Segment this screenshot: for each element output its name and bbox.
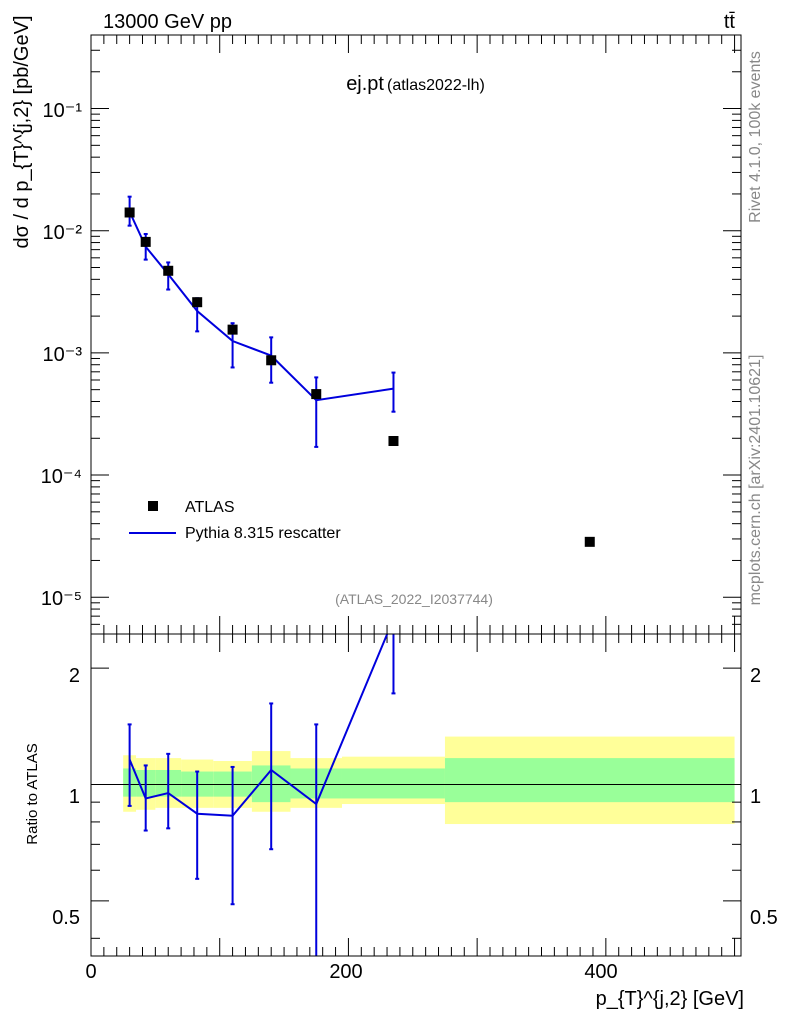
data-point	[388, 436, 399, 447]
data-point	[227, 324, 238, 335]
x-axis-label: p_{T}^{j,2} [GeV]	[596, 988, 744, 1010]
main-y-axis-label: dσ / d p_{T}^{j,2} [pb/GeV]	[11, 16, 33, 249]
y-tick-label: 10⁻¹	[43, 100, 83, 122]
ratio-uncertainty-bands	[123, 736, 735, 825]
data-point	[266, 355, 277, 366]
plot-title: ej.pt	[346, 73, 384, 95]
ratio-band-inner	[444, 758, 735, 803]
mcplots-label: mcplots.cern.ch [arXiv:2401.10621]	[747, 355, 764, 606]
x-tick-label: 0	[85, 961, 96, 983]
ratio-plot-frame	[90, 633, 742, 957]
ratio-band-inner	[341, 768, 445, 799]
mc-ratio-clipped	[127, 634, 396, 956]
main-axis-ticks	[90, 34, 741, 634]
data-point	[192, 297, 203, 308]
data-point	[140, 236, 151, 247]
x-tick-label: 200	[329, 961, 362, 983]
analysis-watermark: (ATLAS_2022_I2037744)	[335, 591, 493, 607]
rivet-version-label: Rivet 4.1.0, 100k events	[747, 51, 764, 223]
ratio-y-tick-label: 1	[69, 786, 80, 808]
data-main-series	[124, 207, 595, 547]
data-point	[163, 265, 174, 276]
ratio-y-tick-label-right: 0.5	[750, 907, 778, 929]
ratio-y-tick-label-right: 1	[750, 786, 761, 808]
mc-ratio-series	[127, 634, 396, 956]
y-tick-label: 10⁻⁴	[41, 466, 82, 488]
legend-data-label: ATLAS	[185, 499, 235, 516]
legend-data-marker	[148, 501, 158, 511]
plot-subtitle: (atlas2022-lh)	[387, 77, 485, 94]
energy-label: 13000 GeV pp	[103, 11, 232, 33]
mc-ratio-line	[128, 634, 389, 817]
mc-line	[128, 211, 394, 402]
process-label: tt̄	[724, 11, 736, 33]
ratio-y-tick-label: 0.5	[52, 907, 80, 929]
ratio-y-tick-label: 2	[69, 665, 80, 687]
ratio-y-tick-label-right: 2	[750, 665, 761, 687]
y-tick-label: 10⁻²	[43, 222, 83, 244]
ratio-y-axis-label: Ratio to ATLAS	[24, 743, 41, 844]
legend-mc-label: Pythia 8.315 rescatter	[185, 525, 341, 542]
x-tick-label: 400	[584, 961, 617, 983]
y-tick-label: 10⁻⁵	[41, 588, 82, 610]
data-point	[124, 207, 135, 218]
mc-main-series	[127, 195, 396, 448]
data-point	[584, 536, 595, 547]
y-tick-label: 10⁻³	[43, 344, 83, 366]
main-plot-frame	[90, 34, 742, 635]
data-point	[311, 389, 322, 400]
